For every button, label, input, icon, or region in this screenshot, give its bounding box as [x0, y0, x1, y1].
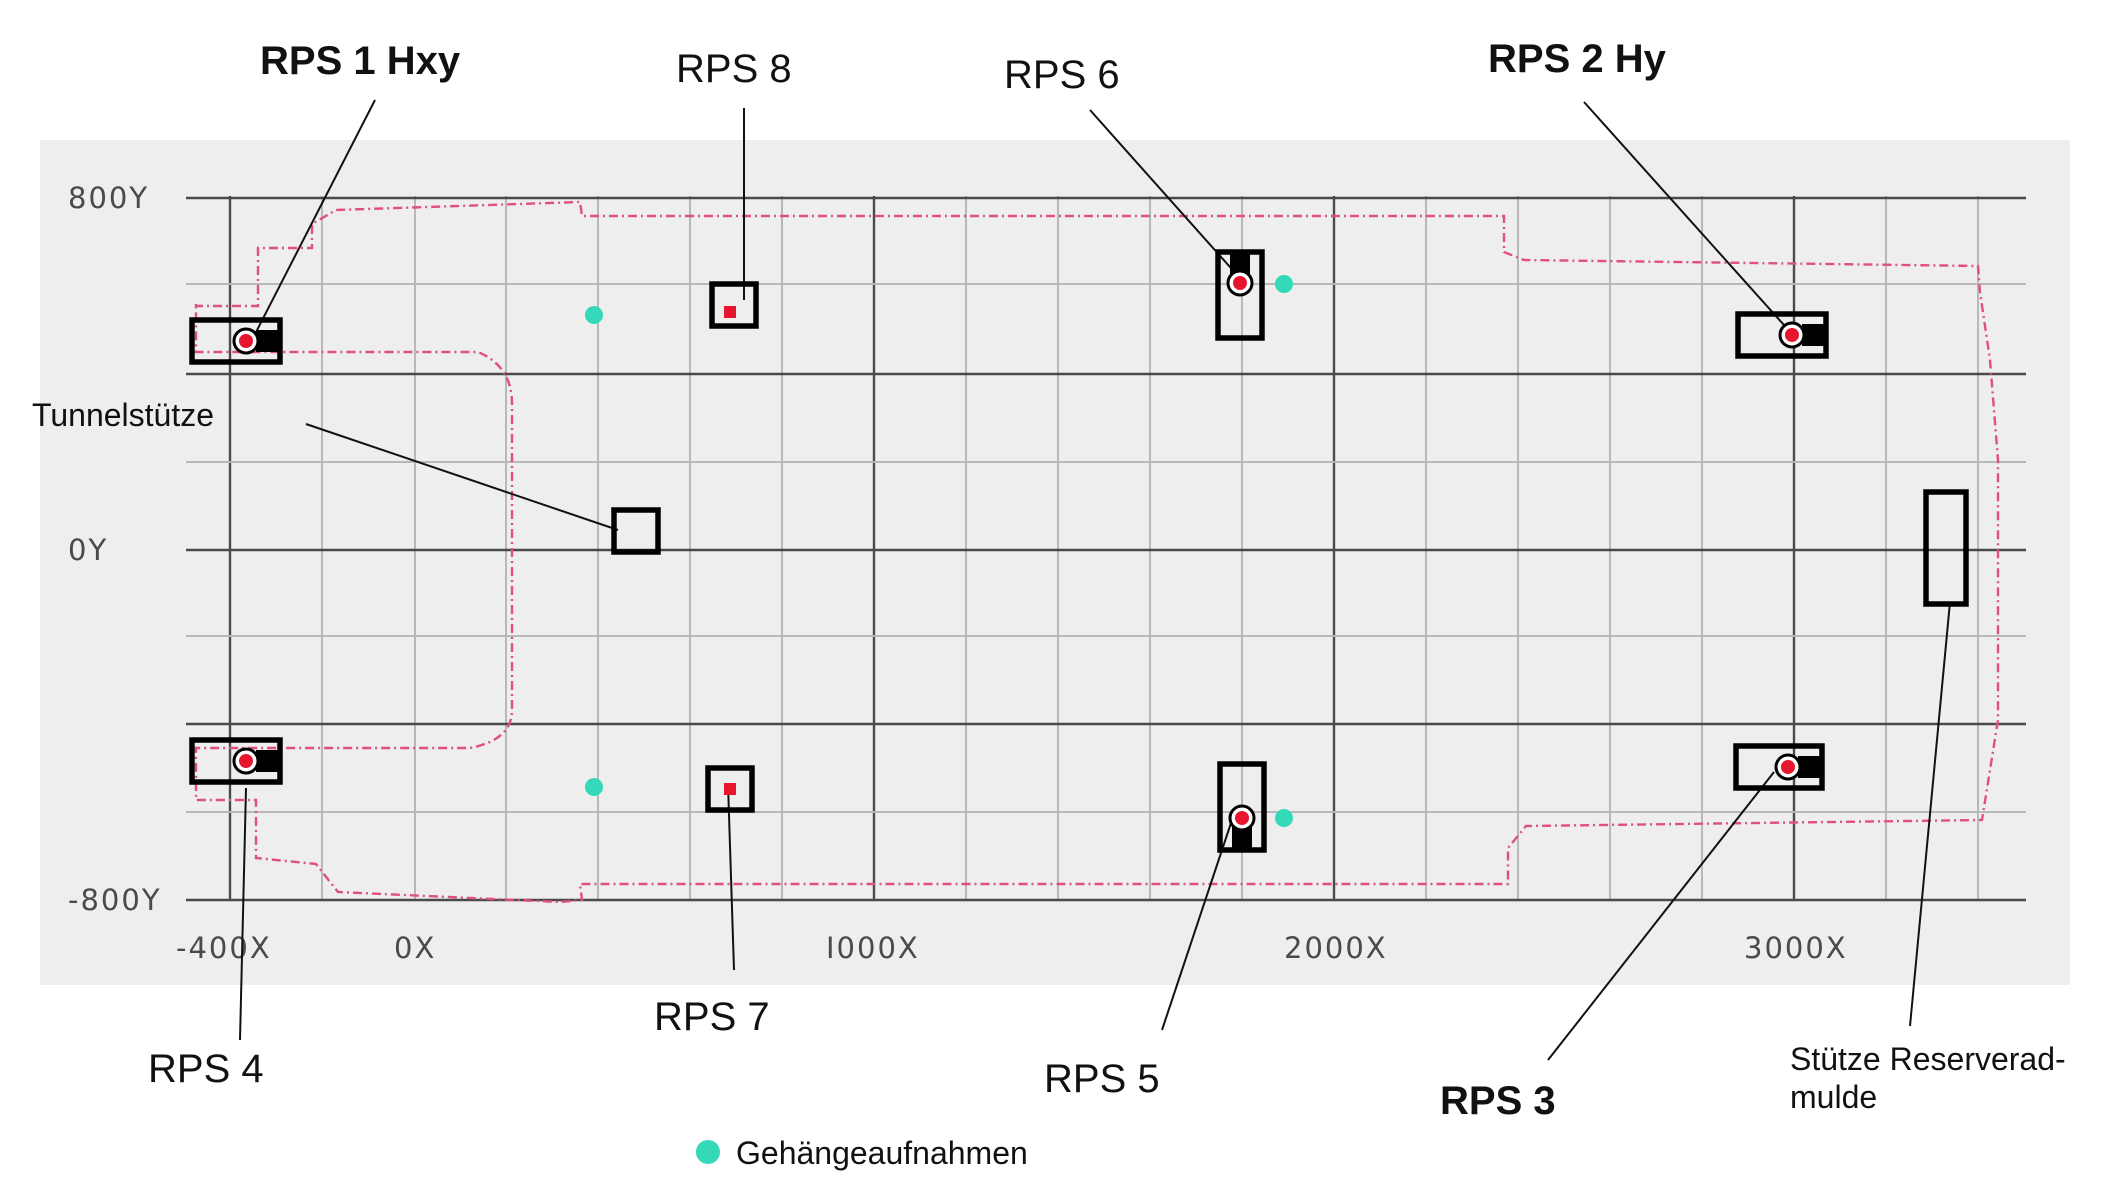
underbody-outline — [194, 200, 2000, 904]
label-reserve-line2: mulde — [1790, 1079, 1877, 1115]
label-rps6: RPS 6 — [1004, 53, 1120, 97]
rps5-fixture — [1217, 761, 1267, 853]
tunnel-support-box — [611, 507, 661, 555]
grid — [186, 196, 2026, 902]
diagram-background — [40, 140, 2070, 985]
legend-hanger-label: Gehängeaufnahmen — [736, 1135, 1028, 1171]
rps1-fixture — [189, 317, 283, 365]
leader-rps6 — [1089, 109, 1239, 277]
hanger-point — [585, 778, 603, 796]
leader-rps7 — [727, 783, 735, 971]
y-tick-label: 0Y — [68, 533, 108, 567]
hanger-point — [1275, 275, 1293, 293]
rps3-fixture — [1733, 743, 1825, 791]
leader-rps3 — [1547, 771, 1775, 1061]
callout-labels: RPS 1 Hxy RPS 8 RPS 6 RPS 2 Hy Tunnelstü… — [32, 37, 2066, 1123]
rps8-box — [709, 281, 759, 329]
label-rps2: RPS 2 Hy — [1488, 37, 1667, 81]
label-rps7: RPS 7 — [654, 995, 770, 1039]
rps7-point — [724, 783, 736, 795]
leader-lines — [239, 99, 1951, 1061]
x-tick-label: I000X — [826, 931, 920, 965]
rps1-point — [239, 334, 253, 348]
rps6-point — [1233, 276, 1247, 290]
leader-rps1 — [251, 99, 376, 341]
hanger-point — [585, 306, 603, 324]
rps2-fixture — [1735, 311, 1829, 359]
label-rps3: RPS 3 — [1440, 1079, 1556, 1123]
leader-tunnel — [305, 423, 619, 531]
rps4-fixture — [189, 737, 283, 785]
label-reserve-line1: Stütze Reserverad- — [1790, 1041, 2066, 1077]
y-axis-labels: 800Y 0Y -800Y — [68, 181, 162, 917]
x-axis-labels: -400X 0X I000X 2000X 3000X — [176, 931, 1848, 965]
leader-rps4 — [239, 787, 247, 1041]
legend: Gehängeaufnahmen — [696, 1135, 1028, 1171]
label-rps5: RPS 5 — [1044, 1057, 1160, 1101]
rps6-box — [1215, 249, 1265, 341]
rps3-tab — [1798, 756, 1820, 778]
label-tunnel: Tunnelstütze — [32, 397, 214, 433]
legend-hanger-swatch — [696, 1140, 720, 1164]
y-tick-label: -800Y — [68, 883, 162, 917]
rps3-point — [1781, 760, 1795, 774]
y-tick-label: 800Y — [68, 181, 149, 215]
rps2-box — [1735, 311, 1829, 359]
rps8-fixture — [709, 281, 759, 329]
rps2-point — [1785, 328, 1799, 342]
rps5-point — [1235, 811, 1249, 825]
rps7-fixture — [705, 765, 755, 813]
x-tick-label: 0X — [394, 931, 436, 965]
rps6-fixture — [1215, 249, 1265, 341]
rps5-box — [1217, 761, 1267, 853]
rps3-box — [1733, 743, 1825, 791]
label-rps8: RPS 8 — [676, 47, 792, 91]
label-rps1: RPS 1 Hxy — [260, 39, 461, 83]
rps8-point — [724, 306, 736, 318]
rps2-tab — [1802, 324, 1824, 346]
rps4-tab — [256, 750, 278, 772]
label-rps4: RPS 4 — [148, 1047, 264, 1091]
rps4-point — [239, 754, 253, 768]
x-tick-label: 2000X — [1284, 931, 1388, 965]
hanger-point — [1275, 809, 1293, 827]
x-tick-label: -400X — [176, 931, 272, 965]
leader-rps2 — [1583, 101, 1793, 335]
rps4-box — [189, 737, 283, 785]
rps1-tab — [256, 330, 278, 352]
x-tick-label: 3000X — [1744, 931, 1848, 965]
leader-reserve — [1909, 601, 1951, 1027]
hanger-points — [585, 275, 1293, 827]
spare-wheel-support-box — [1923, 489, 1969, 607]
rps7-box — [705, 765, 755, 813]
rps1-box — [189, 317, 283, 365]
